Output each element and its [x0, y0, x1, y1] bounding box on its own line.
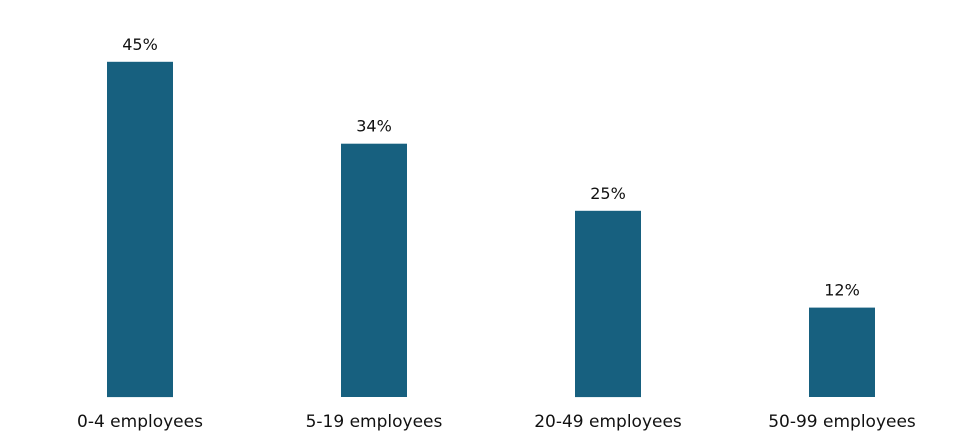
category-label: 5-19 employees: [306, 412, 443, 432]
bar-20-49-employees: [575, 210, 641, 398]
bar-value-label: 45%: [122, 35, 158, 54]
category-label: 20-49 employees: [534, 412, 682, 432]
bar-value-label: 25%: [590, 184, 626, 203]
category-label: 0-4 employees: [77, 412, 203, 432]
bar-value-label: 12%: [824, 281, 860, 300]
bar-5-19-employees: [341, 143, 407, 397]
category-labels-group: 0-4 employees 5-19 employees 20-49 employe…: [77, 412, 916, 432]
bar-value-label: 34%: [356, 117, 392, 136]
bar-0-4-employees: [107, 61, 173, 398]
value-labels-group: 45% 34% 25% 12%: [122, 35, 860, 300]
bar-50-99-employees: [809, 307, 875, 397]
bars-group: [107, 61, 875, 398]
category-label: 50-99 employees: [768, 412, 916, 432]
